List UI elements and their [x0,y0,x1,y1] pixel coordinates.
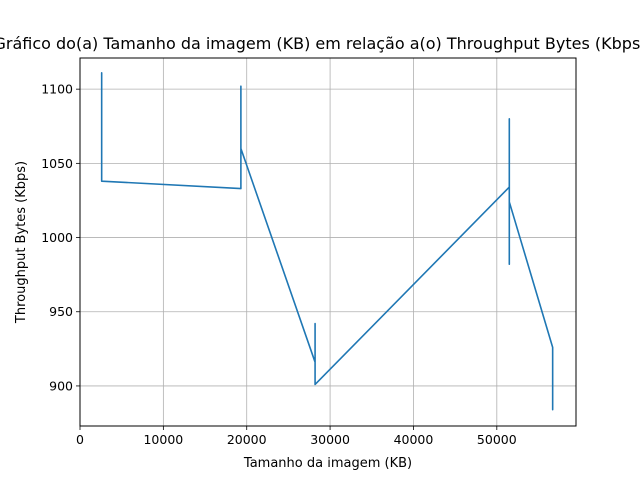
x-tick-label: 30000 [310,432,350,447]
axes-frame [79,57,577,427]
y-tick-label: 900 [49,378,73,393]
x-axis-label: Tamanho da imagem (KB) [243,456,412,471]
y-axis-label: Throughput Bytes (Kbps) [14,161,29,324]
x-tick-label: 0 [76,432,84,447]
y-tick-label: 1000 [41,230,73,245]
y-tick-label: 1050 [41,156,73,171]
y-axis-ticks: 900 950 1000 1050 1100 [41,82,80,393]
x-tick-label: 50000 [477,432,517,447]
x-tick-label: 10000 [143,432,183,447]
y-tick-label: 1100 [41,82,73,97]
grid-lines [79,58,576,426]
x-tick-label: 40000 [394,432,434,447]
y-tick-label: 950 [49,304,73,319]
x-tick-label: 20000 [227,432,267,447]
series-line [100,72,554,411]
chart-title: Gráfico do(a) Tamanho da imagem (KB) em … [0,34,640,53]
x-axis-ticks: 0 10000 20000 30000 40000 50000 [76,426,517,447]
plot-area [100,72,554,411]
